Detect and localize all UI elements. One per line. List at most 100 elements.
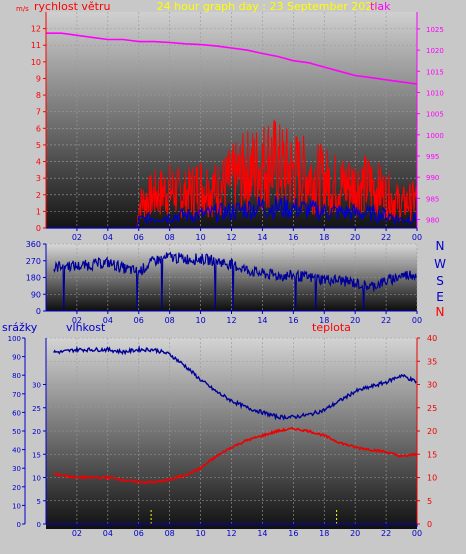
- humidity-label: vlhkost: [66, 321, 106, 334]
- top-xlabel: 12: [226, 233, 236, 242]
- pressure-ylabel: 1015: [426, 68, 444, 76]
- wind-ylabel: 3: [36, 174, 41, 183]
- top-xlabel: 10: [195, 233, 205, 242]
- dir-label-n-bottom: N: [436, 305, 445, 319]
- wind-speed-label: rychlost větru: [34, 0, 110, 13]
- temperature-ylabel: 20: [427, 427, 437, 436]
- dir-label-e: E: [436, 290, 444, 304]
- top-xlabel: 02: [72, 233, 82, 242]
- mid-xlabel: 18: [319, 316, 329, 325]
- rain-ylabel: 10: [12, 502, 21, 510]
- mid-xlabel: 02: [72, 316, 82, 325]
- dir-label-s: S: [436, 274, 444, 288]
- temperature-ylabel: 0: [427, 520, 432, 529]
- bottom-xlabel: 20: [350, 529, 360, 538]
- mid-xlabel: 14: [257, 316, 267, 325]
- top-xlabel: 14: [257, 233, 267, 242]
- top-xlabel: 06: [134, 233, 144, 242]
- humidity-ylabel: 15: [32, 451, 41, 459]
- direction-ylabel: 360: [26, 240, 41, 249]
- rain-ylabel: 40: [12, 447, 21, 455]
- rain-ylabel: 20: [12, 484, 21, 492]
- humidity-ylabel: 30: [32, 382, 41, 390]
- humidity-ylabel: 25: [32, 405, 41, 413]
- top-xlabel: 20: [350, 233, 360, 242]
- bottom-xlabel: 12: [226, 529, 236, 538]
- mid-xlabel: 04: [103, 316, 113, 325]
- mid-xlabel: 06: [134, 316, 144, 325]
- mid-xlabel: 00: [412, 316, 422, 325]
- bottom-xlabel: 04: [103, 529, 113, 538]
- wind-ylabel: 9: [36, 74, 41, 83]
- top-xlabel: 16: [288, 233, 298, 242]
- bottom-xlabel: 18: [319, 529, 329, 538]
- mid-xlabel: 20: [350, 316, 360, 325]
- pressure-ylabel: 1020: [426, 47, 444, 55]
- top-xlabel: 22: [381, 233, 391, 242]
- temperature-ylabel: 15: [427, 450, 437, 459]
- wind-ylabel: 10: [31, 58, 41, 67]
- humidity-ylabel: 5: [37, 498, 41, 506]
- dir-label-n-top: N: [436, 239, 445, 253]
- mid-xlabel: 12: [226, 316, 236, 325]
- humidity-ylabel: 0: [37, 521, 41, 529]
- rain-ylabel: 90: [12, 354, 21, 362]
- temperature-ylabel: 5: [427, 497, 432, 506]
- wind-direction-line: [53, 251, 417, 310]
- pressure-ylabel: 1025: [426, 26, 444, 34]
- rain-ylabel: 80: [12, 372, 21, 380]
- pressure-ylabel: 995: [426, 153, 439, 161]
- temperature-ylabel: 10: [427, 474, 437, 483]
- wind-ylabel: 1: [36, 207, 41, 216]
- bottom-xlabel: 08: [165, 529, 175, 538]
- wind-ylabel: 8: [36, 91, 41, 100]
- wind-ylabel: 11: [31, 41, 41, 50]
- bottom-xlabel: 00: [412, 529, 422, 538]
- humidity-ylabel: 10: [32, 475, 41, 483]
- rain-ylabel: 30: [12, 465, 21, 473]
- bottom-xlabel: 10: [195, 529, 205, 538]
- top-xlabel: 00: [412, 233, 422, 242]
- wind-ylabel: 4: [36, 158, 41, 167]
- pressure-label: tlak: [370, 0, 391, 13]
- direction-ylabel: 270: [26, 257, 41, 266]
- mid-xlabel: 22: [381, 316, 391, 325]
- humidity-ylabel: 20: [32, 428, 41, 436]
- wind-unit-marker: m/s: [16, 5, 29, 13]
- top-xlabel: 18: [319, 233, 329, 242]
- bottom-xlabel: 22: [381, 529, 391, 538]
- pressure-ylabel: 1000: [426, 132, 444, 140]
- bottom-xlabel: 16: [288, 529, 298, 538]
- wind-ylabel: 6: [36, 124, 41, 133]
- wind-ylabel: 7: [36, 108, 41, 117]
- mid-xlabel: 16: [288, 316, 298, 325]
- pressure-ylabel: 1010: [426, 89, 444, 97]
- pressure-line: [46, 32, 418, 85]
- bottom-xlabel: 14: [257, 529, 267, 538]
- temperature-line: [53, 426, 418, 485]
- bottom-panel-plot: [46, 338, 417, 529]
- mid-xlabel: 10: [195, 316, 205, 325]
- rain-ylabel: 50: [12, 428, 21, 436]
- rain-ylabel: 60: [12, 409, 21, 417]
- top-xlabel: 08: [165, 233, 175, 242]
- pressure-ylabel: 985: [426, 195, 439, 203]
- temperature-ylabel: 40: [427, 334, 437, 343]
- mid-xlabel: 08: [165, 316, 175, 325]
- dir-label-w: W: [434, 257, 446, 271]
- wind-ylabel: 0: [36, 224, 41, 233]
- direction-ylabel: 90: [31, 290, 41, 299]
- wind-ylabel: 5: [36, 141, 41, 150]
- humidity-line: [53, 345, 417, 421]
- rain-ylabel: 0: [17, 521, 21, 529]
- rain-ylabel: 70: [12, 391, 21, 399]
- top-title: 24 hour graph day : 23 September 2021: [157, 0, 380, 13]
- pressure-ylabel: 980: [426, 217, 439, 225]
- pressure-ylabel: 990: [426, 174, 439, 182]
- temperature-ylabel: 30: [427, 381, 437, 390]
- pressure-ylabel: 1005: [426, 111, 444, 119]
- rain-label: srážky: [2, 321, 38, 334]
- bottom-xlabel: 02: [72, 529, 82, 538]
